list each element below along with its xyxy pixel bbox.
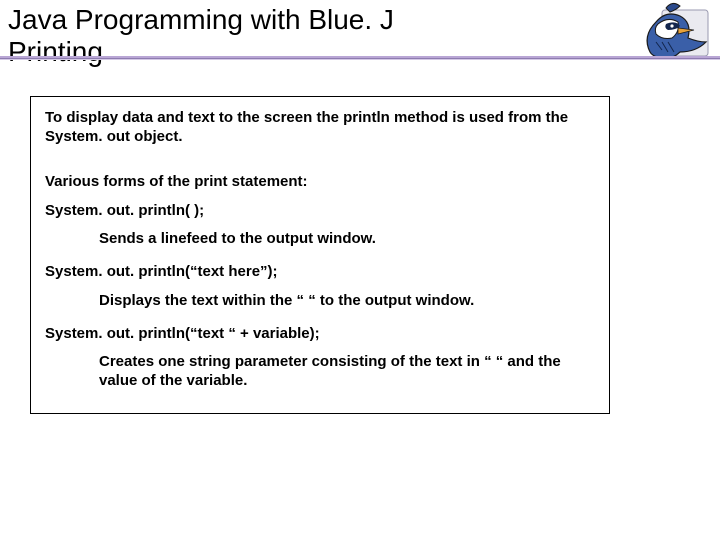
slide-title-line2: Printing [8,36,712,68]
header-divider [0,56,720,60]
slide-header: Java Programming with Blue. J Printing [0,0,720,74]
code-example-2: System. out. println(“text here”); [45,263,595,282]
code-desc-3: Creates one string parameter consisting … [99,353,595,391]
bluej-logo-icon [622,2,712,72]
forms-heading: Various forms of the print statement: [45,173,595,192]
code-example-1: System. out. println( ); [45,202,595,221]
slide-title-line1: Java Programming with Blue. J [8,4,712,36]
code-desc-2: Displays the text within the “ “ to the … [99,292,595,311]
intro-text: To display data and text to the screen t… [45,109,595,147]
code-desc-1: Sends a linefeed to the output window. [99,230,595,249]
content-box: To display data and text to the screen t… [30,96,610,414]
code-example-3: System. out. println(“text “ + variable)… [45,325,595,344]
